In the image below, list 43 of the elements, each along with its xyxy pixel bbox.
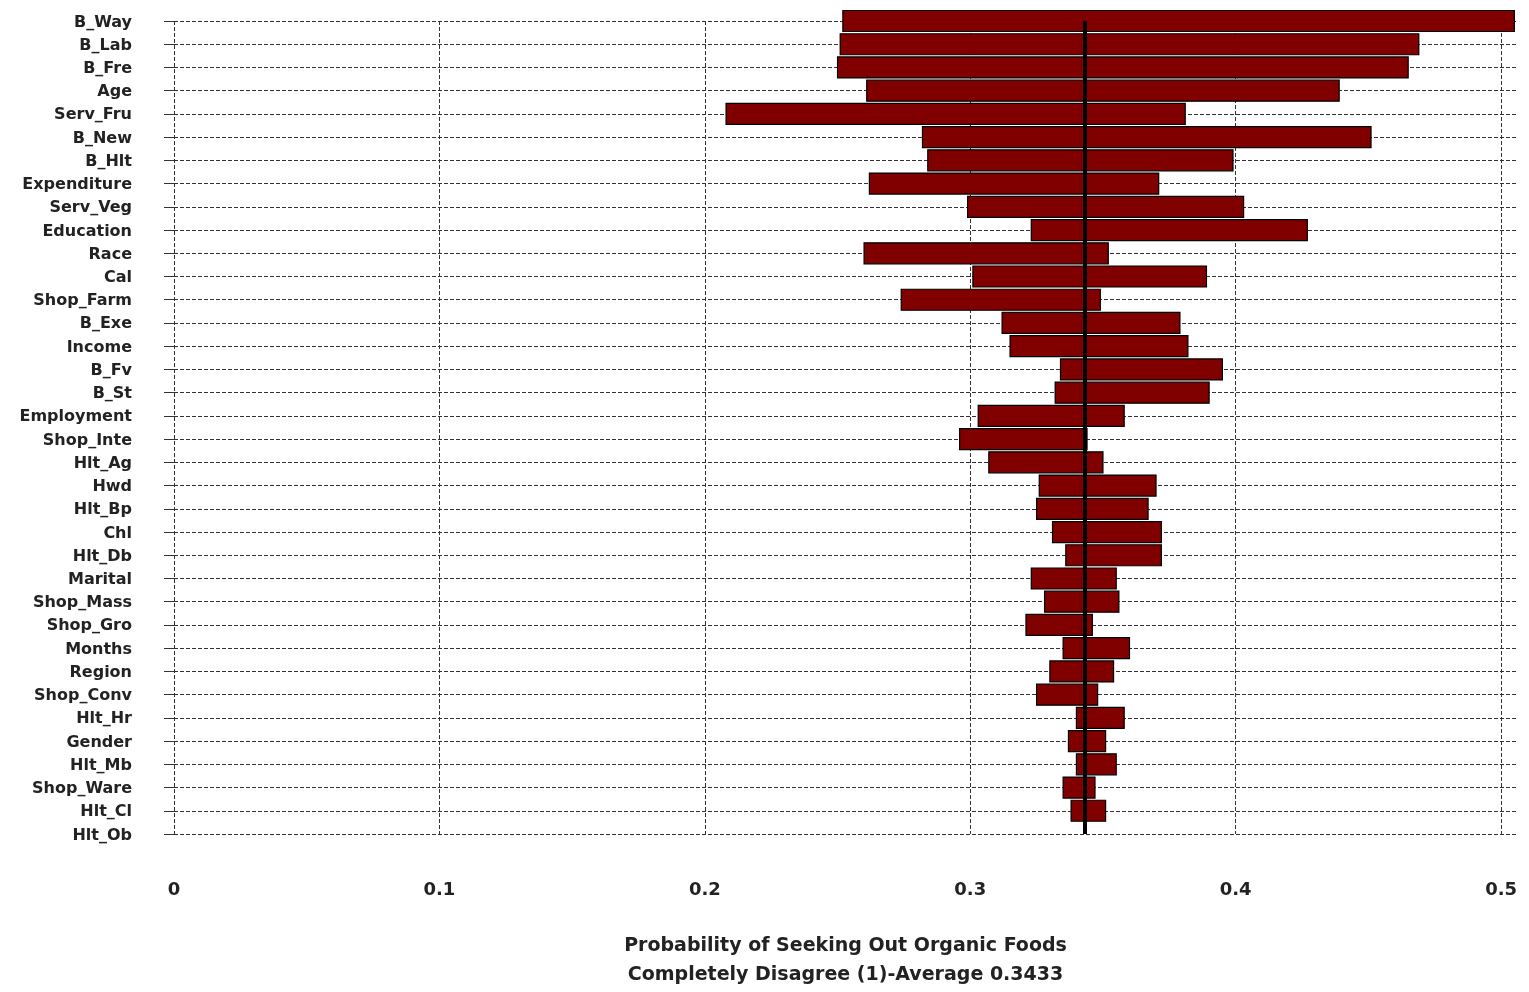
y-tick-label: Serv_Fru [54, 104, 132, 124]
y-tick-label: Shop_Farm [33, 290, 132, 310]
y-tick-label: Hlt_Db [72, 545, 132, 565]
x-tick-label: 0.3 [954, 877, 987, 899]
y-tick-label: Hlt_Ob [72, 824, 132, 844]
y-tick-label: Age [97, 81, 133, 101]
y-tick-label: B_Lab [79, 34, 132, 54]
y-tick-label: Hlt_Mb [70, 754, 132, 774]
y-tick-label: Hlt_Bp [73, 499, 132, 519]
y-tick-label: Hlt_Cl [80, 801, 132, 821]
y-tick-label: Education [42, 220, 132, 240]
x-tick-label: 0.4 [1219, 877, 1252, 899]
y-tick-label: Income [66, 336, 133, 356]
x-tick-label: 0.2 [688, 877, 721, 899]
y-tick-label: Race [88, 243, 133, 263]
x-tick-label: 0.1 [423, 877, 456, 899]
y-tick-label: Shop_Conv [34, 685, 133, 705]
y-tick-label: Expenditure [22, 174, 133, 194]
x-axis-title: Probability of Seeking Out Organic Foods Completely Disagree (1)-Average 0.3433 [624, 932, 1067, 984]
y-tick-label: Shop_Mass [32, 592, 132, 612]
y-tick-label: Marital [67, 568, 132, 588]
x-tick-label: 0.5 [1485, 877, 1518, 899]
y-tick-label: Months [65, 638, 132, 658]
y-tick-label: Chl [103, 522, 132, 542]
y-tick-label: Hlt_Hr [76, 708, 133, 728]
y-tick-label: Shop_Inte [42, 429, 133, 449]
y-tick-label: B_Exe [79, 313, 133, 333]
y-tick-label: Cal [103, 267, 132, 287]
y-tick-label: B_New [72, 127, 133, 147]
y-tick-label: Shop_Gro [46, 615, 133, 635]
y-tick-label: Serv_Veg [49, 197, 132, 217]
x-tick-label: 0 [167, 877, 181, 899]
y-tick-label: Hwd [92, 476, 132, 496]
y-tick-label: B_Way [73, 11, 133, 31]
y-tick-label: B_Fre [83, 57, 133, 77]
y-tick-label: Gender [66, 731, 133, 751]
y-tick-label: B_Hlt [85, 150, 133, 170]
y-tick-label: Region [69, 661, 132, 681]
y-tick-label: Employment [19, 406, 133, 426]
y-tick-label: B_Fv [90, 359, 133, 379]
y-tick-label: B_St [92, 383, 133, 403]
y-tick-label: Hlt_Ag [73, 452, 132, 472]
y-tick-label: Shop_Ware [32, 778, 133, 798]
